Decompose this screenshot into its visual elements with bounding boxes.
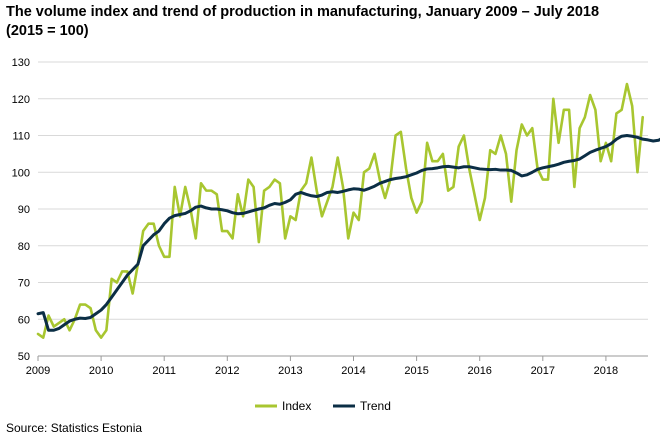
y-axis: 50 60 70 80 90 100 110 120 130 — [12, 57, 30, 363]
x-tick-label: 2012 — [215, 365, 239, 377]
series-lines — [36, 82, 660, 339]
legend-label-trend: Trend — [360, 399, 391, 413]
x-tick-label: 2016 — [467, 365, 491, 377]
grid-lines — [38, 61, 648, 357]
x-tick-label: 2013 — [278, 365, 302, 377]
series-line-index — [36, 82, 645, 339]
x-tick-label: 2014 — [341, 365, 365, 377]
x-tick-label: 2011 — [152, 365, 176, 377]
x-tick-label: 2009 — [26, 365, 50, 377]
y-tick-label: 80 — [18, 241, 30, 253]
x-axis: 2009 2010 2011 2012 2013 2014 2015 2016 2017 2018 — [26, 356, 618, 377]
y-tick-label: 100 — [12, 167, 30, 179]
legend: Index Trend — [255, 399, 391, 413]
source-note: Source: Statistics Estonia — [6, 421, 143, 435]
x-tick-label: 2010 — [89, 365, 113, 377]
x-tick-label: 2017 — [531, 365, 555, 377]
x-tick-label: 2018 — [594, 365, 618, 377]
y-tick-label: 110 — [12, 131, 30, 143]
y-tick-label: 90 — [18, 204, 30, 216]
series-line-trend — [36, 134, 660, 332]
x-tick-label: 2015 — [404, 365, 428, 377]
y-tick-label: 130 — [12, 57, 30, 69]
y-tick-label: 70 — [18, 278, 30, 290]
y-tick-label: 50 — [18, 351, 30, 363]
y-tick-label: 60 — [18, 314, 30, 326]
legend-label-index: Index — [282, 399, 311, 413]
y-tick-label: 120 — [12, 94, 30, 106]
chart-title: The volume index and trend of production… — [6, 4, 600, 39]
